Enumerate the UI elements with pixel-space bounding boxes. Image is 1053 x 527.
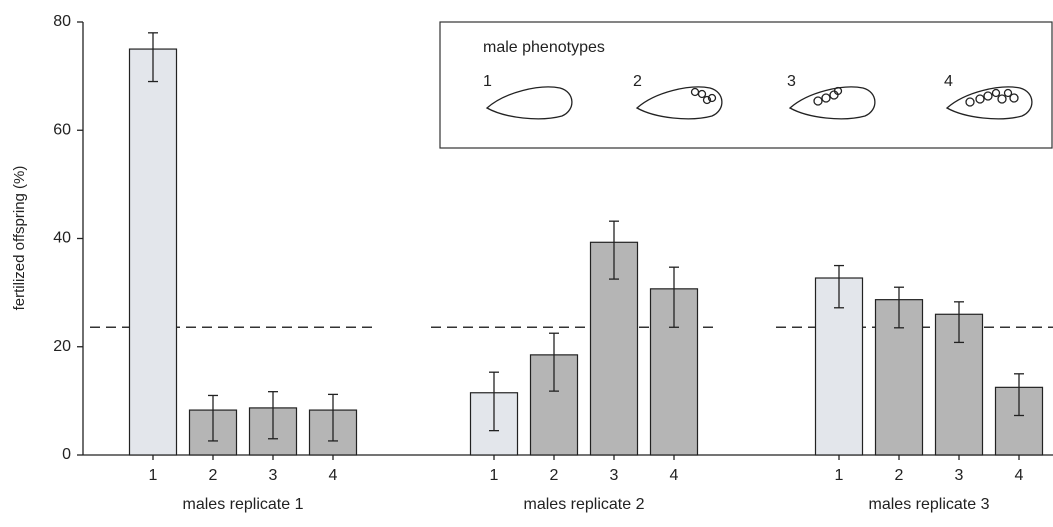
legend-label: 1 <box>483 73 492 90</box>
x-tick-label: 3 <box>955 467 964 484</box>
legend-label: 3 <box>787 73 796 90</box>
y-tick-label: 40 <box>53 230 71 247</box>
group-label: males replicate 1 <box>183 496 304 513</box>
bar <box>128 48 178 456</box>
y-tick-label: 20 <box>53 338 71 355</box>
worm-icon <box>635 86 723 120</box>
x-tick-label: 1 <box>149 467 158 484</box>
legend-box <box>439 21 1053 149</box>
x-tick-label: 4 <box>1015 467 1024 484</box>
worm-icon <box>788 86 876 120</box>
legend-label: 2 <box>633 73 642 90</box>
legend-title: male phenotypes <box>483 39 605 56</box>
x-tick-label: 1 <box>835 467 844 484</box>
y-axis-label: fertilized offspring (%) <box>11 166 28 311</box>
x-tick-label: 2 <box>550 467 559 484</box>
legend-label: 4 <box>944 73 953 90</box>
y-tick-label: 60 <box>53 121 71 138</box>
x-tick-label: 4 <box>670 467 679 484</box>
group-label: males replicate 2 <box>524 496 645 513</box>
worm-icon <box>485 86 573 120</box>
worm-icon <box>945 86 1033 120</box>
y-tick-label: 0 <box>62 446 71 463</box>
x-tick-label: 2 <box>209 467 218 484</box>
legend: male phenotypes 1 2 3 4 <box>439 21 1053 149</box>
x-tick-label: 4 <box>329 467 338 484</box>
x-tick-label: 2 <box>895 467 904 484</box>
x-tick-label: 1 <box>490 467 499 484</box>
x-tick-label: 3 <box>610 467 619 484</box>
phenotype-icons <box>485 86 1033 120</box>
y-tick-label: 80 <box>53 13 71 30</box>
group-label: males replicate 3 <box>869 496 990 513</box>
x-tick-label: 3 <box>269 467 278 484</box>
